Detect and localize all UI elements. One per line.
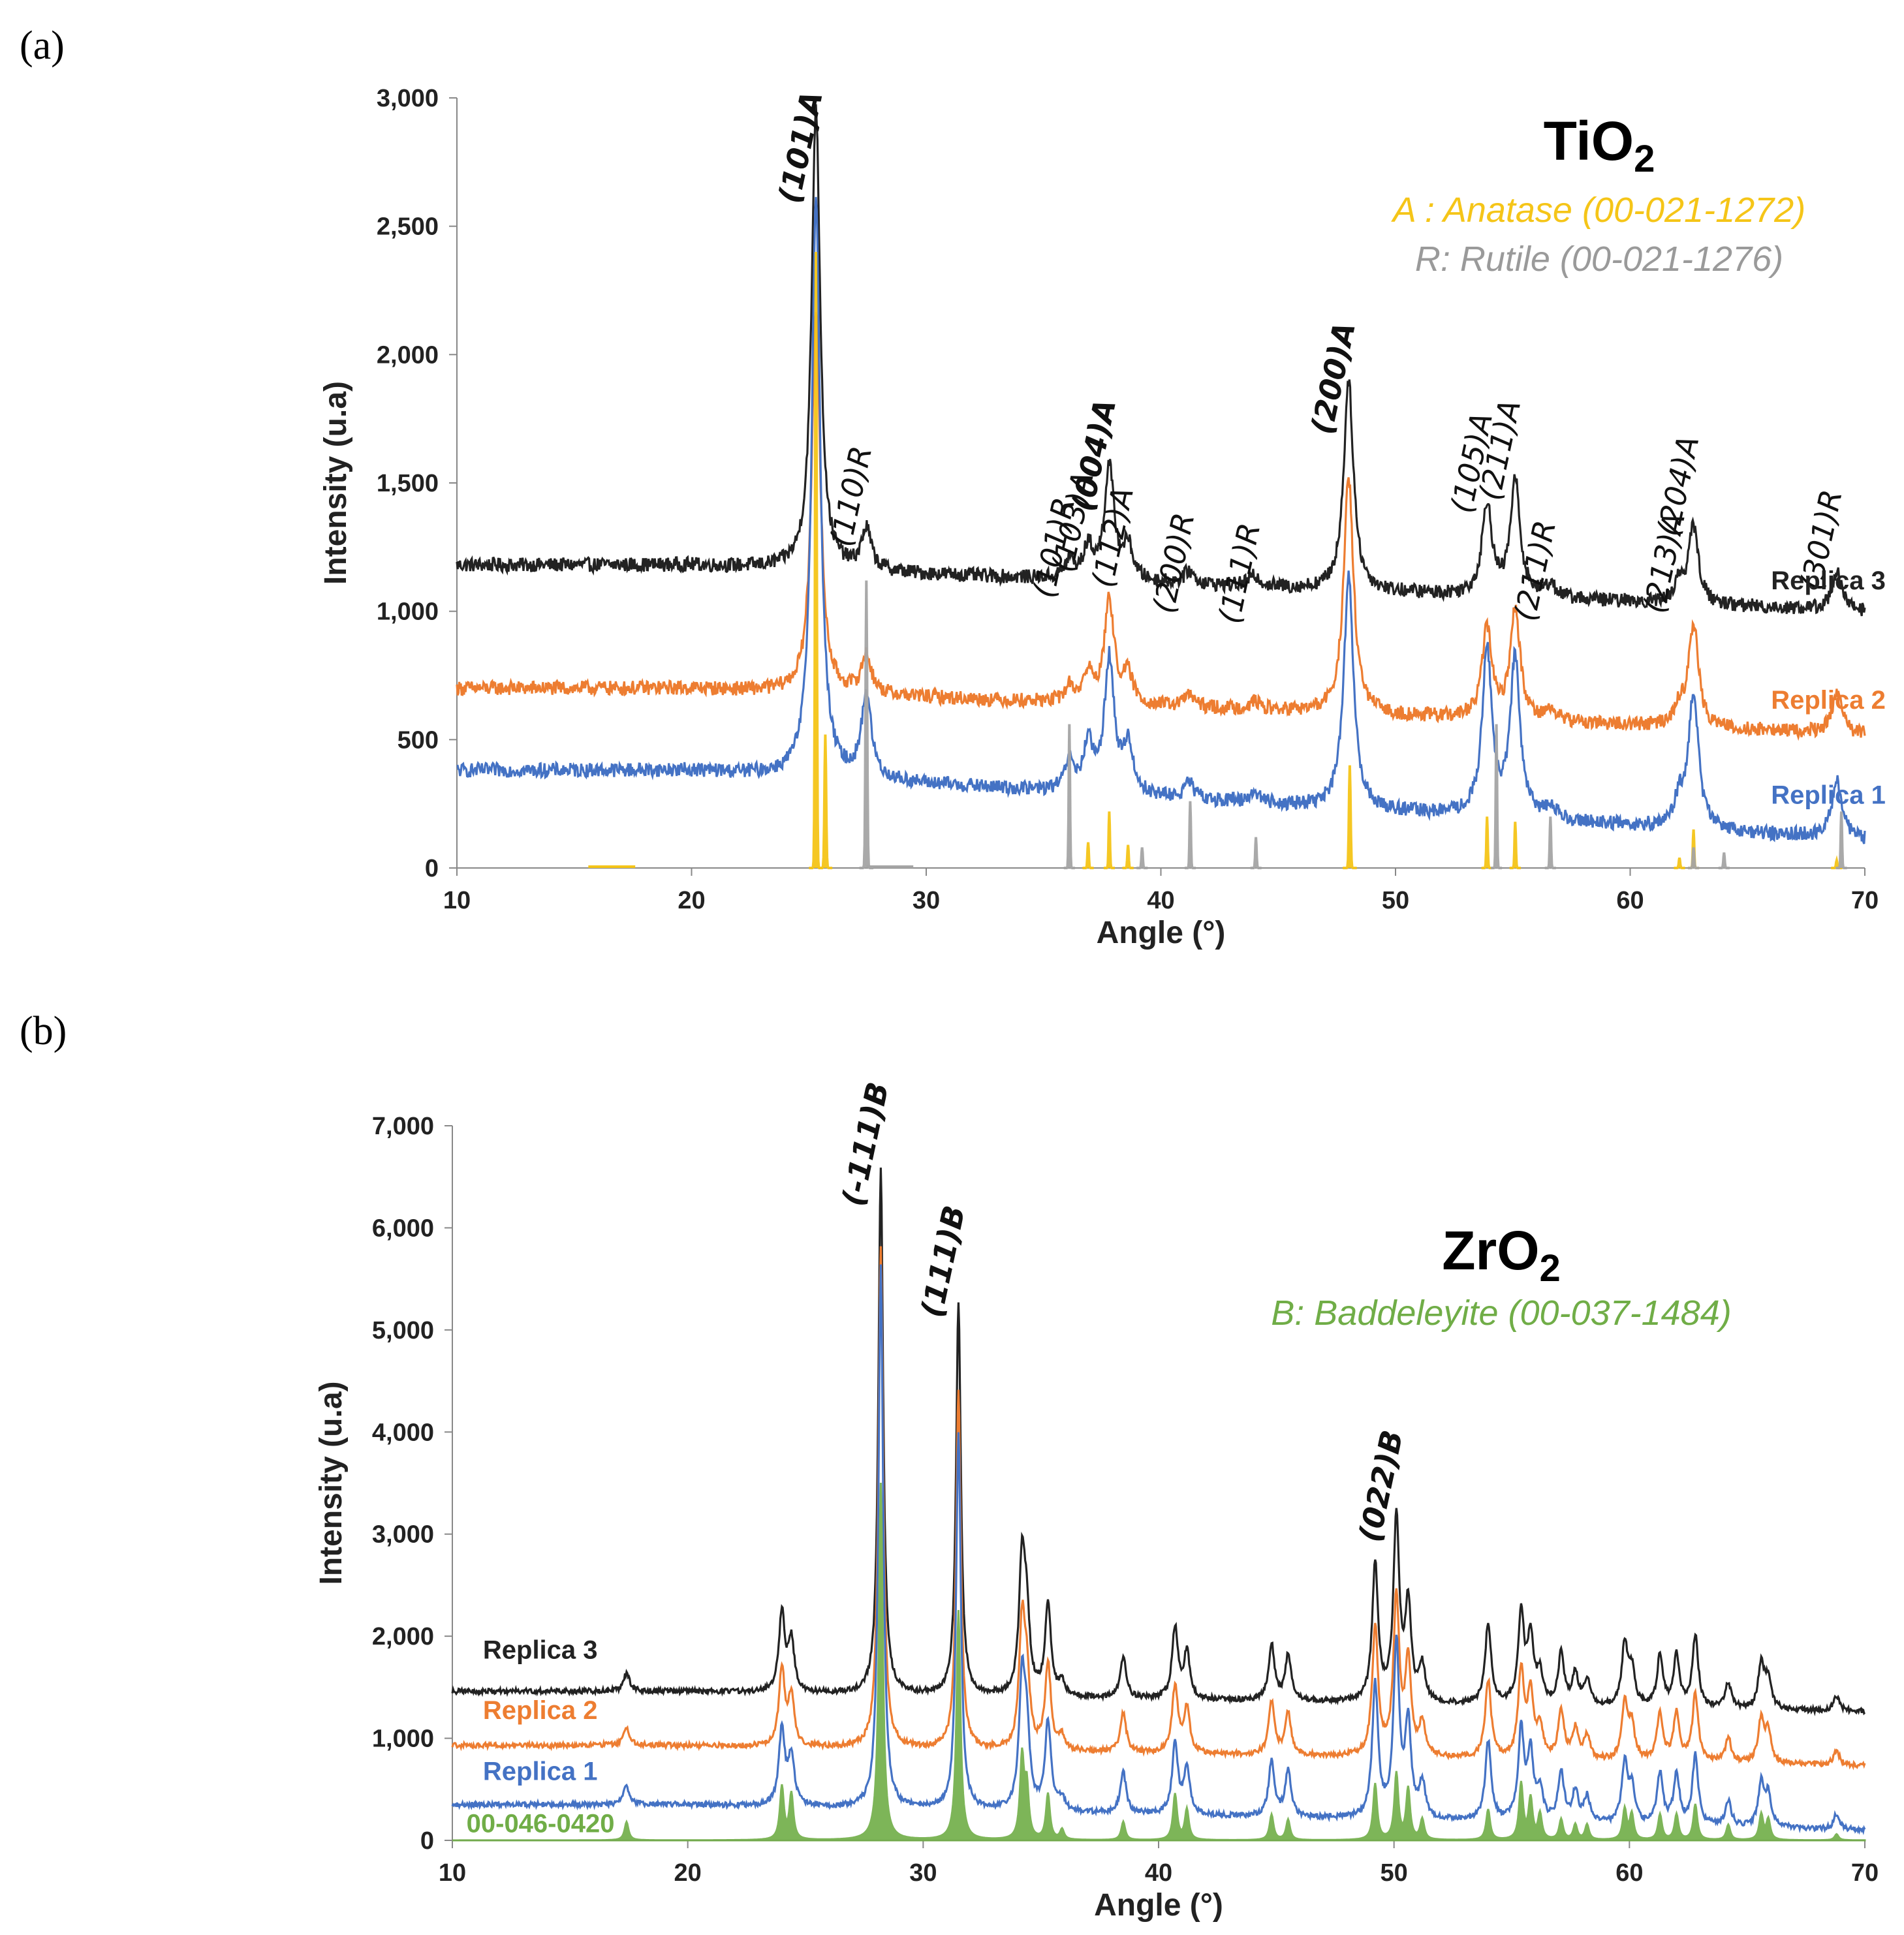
x-tick-label: 40 bbox=[1145, 1859, 1172, 1887]
reference-peak bbox=[1718, 852, 1730, 869]
reference-peak bbox=[1687, 847, 1700, 869]
x-tick-label: 10 bbox=[439, 1859, 466, 1887]
peak-label: (204)A bbox=[1650, 433, 1706, 539]
x-tick-label: 20 bbox=[674, 1859, 702, 1887]
series-label: Replica 1 bbox=[483, 1757, 598, 1786]
reference-peak bbox=[1250, 837, 1262, 869]
y-tick-label: 3,000 bbox=[372, 1521, 434, 1549]
y-tick-label: 4,000 bbox=[372, 1419, 434, 1446]
reference-peak bbox=[1343, 765, 1357, 869]
series-line bbox=[456, 312, 1866, 741]
reference-pattern-area bbox=[452, 1482, 1866, 1842]
y-tick-label: 2,500 bbox=[377, 213, 439, 241]
peak-label: (200)R bbox=[1146, 510, 1201, 616]
legend-text: B: Baddeleyite (00-037-1484) bbox=[1271, 1293, 1731, 1333]
x-axis-label: Angle (°) bbox=[1097, 916, 1226, 950]
y-tick-label: 3,000 bbox=[377, 85, 439, 112]
y-axis-label: Intensity (u.a) bbox=[314, 1381, 349, 1585]
reference-peak bbox=[1122, 844, 1134, 869]
y-tick-label: 7,000 bbox=[372, 1113, 434, 1140]
chart-title-main: ZrO bbox=[1442, 1220, 1539, 1281]
y-tick-label: 500 bbox=[398, 726, 439, 754]
x-tick-label: 70 bbox=[1851, 1859, 1879, 1887]
series-line bbox=[451, 1246, 1866, 1771]
peak-label: (111)B bbox=[914, 1203, 972, 1321]
y-tick-label: 0 bbox=[420, 1827, 434, 1855]
x-tick-label: 30 bbox=[913, 887, 940, 914]
reference-peak bbox=[1481, 816, 1493, 869]
reference-peak bbox=[1491, 724, 1503, 869]
reference-peak bbox=[818, 734, 833, 869]
y-tick-label: 1,000 bbox=[377, 598, 439, 626]
y-tick-label: 6,000 bbox=[372, 1215, 434, 1242]
peak-label: (101)A bbox=[772, 88, 830, 206]
reference-peak bbox=[1674, 857, 1685, 869]
panel-a-label: (a) bbox=[20, 23, 65, 68]
series-line bbox=[456, 104, 1866, 617]
y-axis-label: Intensity (u.a) bbox=[319, 381, 353, 585]
series-label: Replica 1 bbox=[1771, 781, 1886, 810]
peak-label: (211)R bbox=[1507, 518, 1563, 624]
chart-title-subscript: 2 bbox=[1540, 1247, 1561, 1290]
x-tick-label: 10 bbox=[443, 887, 471, 914]
series-label: Replica 3 bbox=[1771, 566, 1886, 595]
y-tick-label: 1,500 bbox=[377, 470, 439, 497]
chart-title: ZrO2 bbox=[1442, 1220, 1561, 1290]
y-tick-label: 2,000 bbox=[377, 341, 439, 369]
series-line bbox=[451, 1168, 1866, 1716]
y-tick-label: 5,000 bbox=[372, 1317, 434, 1344]
chart-title-subscript: 2 bbox=[1634, 138, 1655, 180]
chart-title: TiO2 bbox=[1544, 110, 1655, 180]
x-tick-label: 40 bbox=[1147, 887, 1174, 914]
peak-label: (022)B bbox=[1352, 1427, 1410, 1545]
peak-label: (-111)B bbox=[835, 1079, 896, 1209]
reference-peak bbox=[1544, 816, 1556, 869]
chart-title-main: TiO bbox=[1544, 110, 1634, 172]
x-tick-label: 50 bbox=[1382, 887, 1409, 914]
chart-a-tio2: 0 500 1,000 1,500 2,000 2,500 3,000 10 20 30 40 50 6… bbox=[319, 85, 1886, 950]
x-tick-label: 70 bbox=[1851, 887, 1879, 914]
reference-peak bbox=[1184, 801, 1196, 869]
peak-label: (111)R bbox=[1211, 520, 1267, 627]
reference-peak bbox=[1103, 811, 1115, 869]
series-label: Replica 2 bbox=[483, 1696, 598, 1725]
reference-peak bbox=[1509, 822, 1521, 869]
panel-b-label: (b) bbox=[20, 1009, 67, 1053]
y-tick-label: 0 bbox=[425, 855, 439, 882]
x-tick-label: 60 bbox=[1615, 1859, 1643, 1887]
reference-peak bbox=[1835, 811, 1847, 869]
x-tick-label: 20 bbox=[678, 887, 705, 914]
x-tick-label: 50 bbox=[1381, 1859, 1408, 1887]
legend-text: R: Rutile (00-021-1276) bbox=[1415, 240, 1783, 279]
series-line bbox=[451, 1264, 1866, 1836]
series-line bbox=[456, 196, 1866, 844]
x-tick-label: 30 bbox=[909, 1859, 937, 1887]
reference-peak bbox=[1136, 847, 1148, 869]
y-tick-label: 1,000 bbox=[372, 1726, 434, 1753]
series-label: Replica 3 bbox=[483, 1636, 598, 1665]
peak-label: (200)A bbox=[1304, 319, 1362, 437]
x-tick-label: 60 bbox=[1616, 887, 1644, 914]
reference-peak bbox=[1063, 724, 1075, 869]
reference-peak bbox=[1082, 842, 1094, 869]
y-tick-label: 2,000 bbox=[372, 1623, 434, 1650]
series-label: 00-046-0420 bbox=[467, 1809, 615, 1838]
series-label: Replica 2 bbox=[1771, 686, 1886, 715]
x-axis-label: Angle (°) bbox=[1094, 1888, 1223, 1923]
legend-text: A : Anatase (00-021-1272) bbox=[1391, 191, 1805, 230]
